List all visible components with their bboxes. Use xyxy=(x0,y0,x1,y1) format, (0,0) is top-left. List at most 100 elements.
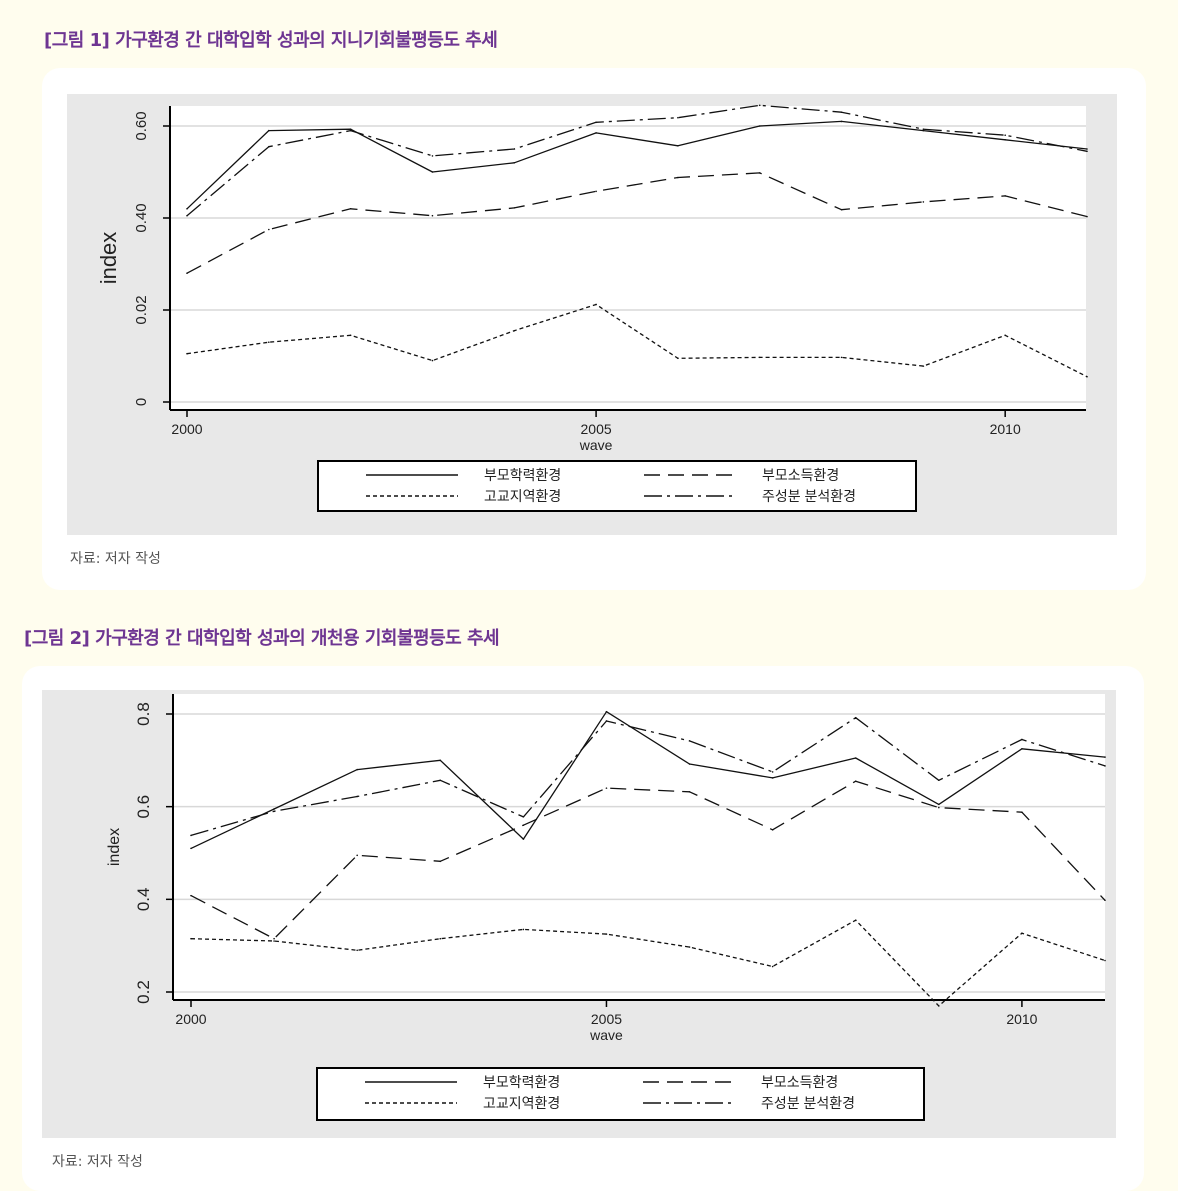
series-line xyxy=(186,303,1088,378)
data-point xyxy=(273,937,275,940)
data-point xyxy=(595,303,597,306)
figure-1-title: [그림 1] 가구환경 간 대학입학 성과의 지니기회불평등도 추세 xyxy=(44,30,498,51)
legend-label: 부모학력환경 xyxy=(484,467,561,483)
x-tick-label: 2010 xyxy=(990,421,1021,437)
data-point xyxy=(771,965,774,968)
data-point xyxy=(840,120,843,123)
data-point xyxy=(1021,811,1023,814)
data-point xyxy=(522,816,525,818)
data-point xyxy=(938,806,940,809)
x-tick-label: 2000 xyxy=(171,421,202,437)
data-point xyxy=(688,763,691,765)
data-point xyxy=(1104,899,1106,902)
data-point xyxy=(522,838,525,840)
figure-1-card: 0 0.02 0.40 0.60 2000 2005 2010 wave index 부모학력환경… xyxy=(42,68,1146,590)
data-point xyxy=(922,129,925,132)
data-point xyxy=(1021,747,1023,750)
data-point xyxy=(186,352,188,355)
data-point xyxy=(1004,195,1006,197)
x-tick-label: 2000 xyxy=(175,1011,206,1027)
data-point xyxy=(605,710,608,713)
data-point xyxy=(922,128,925,131)
data-point xyxy=(439,937,442,940)
data-point xyxy=(688,791,691,793)
data-point xyxy=(605,720,608,722)
y-tick-label: 0.4 xyxy=(134,888,153,912)
x-tick-label: 2005 xyxy=(591,1011,622,1027)
data-point xyxy=(356,949,358,952)
legend-label: 주성분 분석환경 xyxy=(762,488,856,504)
figure-2-source: 자료: 저자 작성 xyxy=(52,1154,143,1170)
legend-box xyxy=(317,460,917,512)
y-tick-label: 0.2 xyxy=(134,980,153,1004)
data-point xyxy=(771,829,774,831)
data-point xyxy=(840,111,843,113)
data-point xyxy=(273,808,275,810)
data-point xyxy=(1004,134,1006,136)
y-tick-label: 0.6 xyxy=(134,795,153,819)
data-point xyxy=(513,329,516,332)
y-tick-label: 0.60 xyxy=(133,111,150,140)
data-point xyxy=(356,768,358,771)
data-point xyxy=(1104,959,1106,962)
data-point xyxy=(1004,334,1006,337)
data-point xyxy=(938,1005,940,1007)
data-point xyxy=(273,810,275,813)
data-point xyxy=(1086,150,1088,153)
figure-2-chart-area: 0.2 0.4 0.6 0.8 2000 2005 2010 wave index 부모학력환경 부… xyxy=(42,690,1116,1138)
figure-1-chart: 0 0.02 0.40 0.60 2000 2005 2010 wave index 부모학력환경… xyxy=(96,104,1088,512)
x-axis-label: wave xyxy=(579,437,613,453)
data-point xyxy=(190,847,192,850)
data-point xyxy=(1104,756,1106,758)
data-point xyxy=(840,208,843,211)
data-point xyxy=(431,214,434,217)
legend-label: 고교지역환경 xyxy=(483,1095,560,1111)
data-point xyxy=(677,176,679,179)
data-point xyxy=(356,795,358,798)
data-point xyxy=(439,759,442,762)
data-point xyxy=(1086,215,1088,218)
data-point xyxy=(431,171,434,173)
data-point xyxy=(522,824,525,826)
data-point xyxy=(922,365,925,367)
y-tick-label: 0.02 xyxy=(133,295,150,324)
data-point xyxy=(522,928,525,931)
data-point xyxy=(938,779,940,782)
series-line xyxy=(186,104,1088,217)
data-point xyxy=(854,716,857,719)
data-point xyxy=(677,144,679,147)
plot-region xyxy=(170,106,1086,410)
data-point xyxy=(190,894,192,897)
data-point xyxy=(190,937,192,940)
data-point xyxy=(439,860,442,863)
legend-label: 부모소득환경 xyxy=(762,467,839,483)
figure-2-title: [그림 2] 가구환경 간 대학입학 성과의 개천용 기회불평등도 추세 xyxy=(24,628,500,649)
data-point xyxy=(186,208,188,210)
series-line xyxy=(186,172,1088,274)
legend-box xyxy=(316,1067,925,1121)
y-axis-label: index xyxy=(106,828,123,866)
series-line xyxy=(190,711,1106,849)
data-point xyxy=(677,357,679,360)
data-point xyxy=(688,740,691,742)
data-point xyxy=(431,359,434,362)
data-point xyxy=(268,145,270,148)
data-point xyxy=(268,228,270,231)
y-tick-label: 0.8 xyxy=(134,702,153,726)
data-point xyxy=(186,214,188,217)
data-point xyxy=(186,272,188,274)
data-point xyxy=(356,854,358,857)
data-point xyxy=(349,208,352,210)
data-point xyxy=(349,129,352,132)
data-point xyxy=(1021,932,1023,934)
data-point xyxy=(840,356,843,359)
data-point xyxy=(595,132,597,134)
data-point xyxy=(513,207,516,209)
data-point xyxy=(513,162,516,164)
data-point xyxy=(268,129,270,132)
data-point xyxy=(513,148,516,150)
data-point xyxy=(190,834,192,837)
legend-label: 고교지역환경 xyxy=(484,488,561,504)
data-point xyxy=(758,125,761,127)
data-point xyxy=(854,757,857,759)
